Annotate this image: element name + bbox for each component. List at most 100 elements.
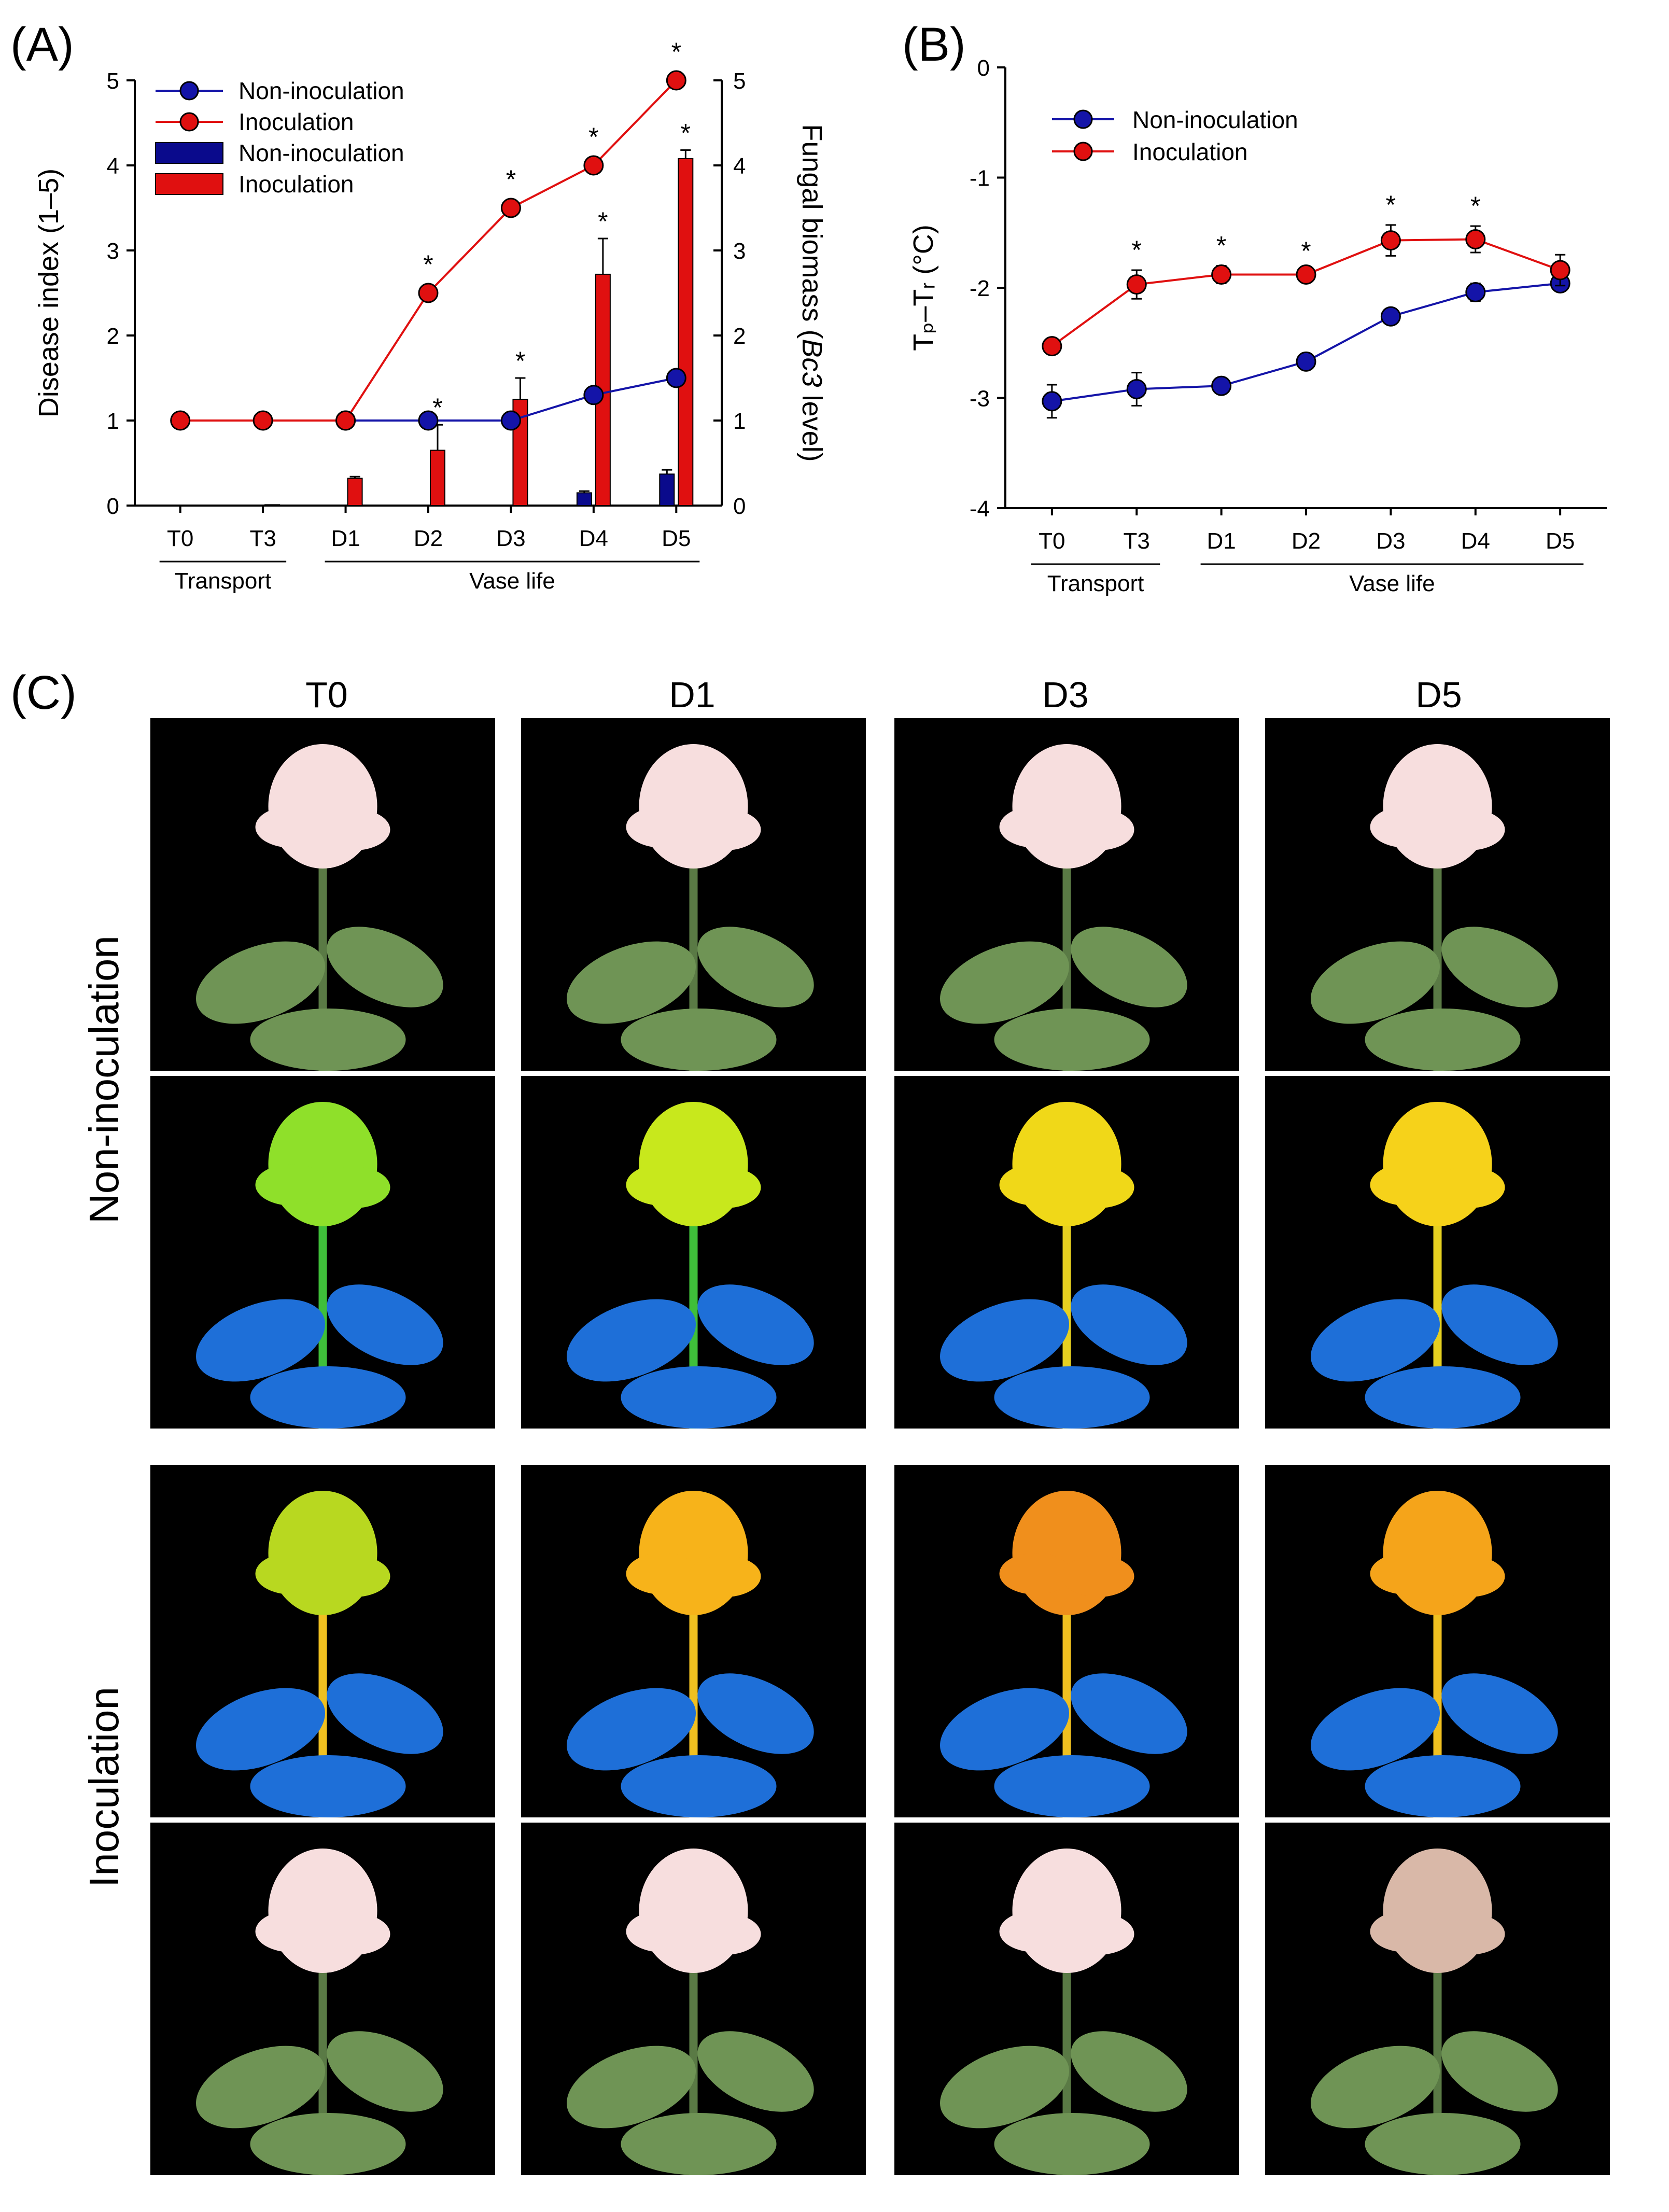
leaf <box>250 2113 406 2175</box>
significance-star: * <box>423 250 433 279</box>
leaf <box>196 1688 325 1771</box>
petal <box>1370 1553 1443 1594</box>
leaf <box>327 1284 443 1365</box>
x-tick-label: D2 <box>414 526 443 551</box>
panel-label-a: (A) <box>10 18 74 71</box>
y-tick-label-left: 2 <box>107 324 119 349</box>
petal <box>999 806 1072 848</box>
petal <box>255 806 328 848</box>
petal <box>1432 809 1505 850</box>
data-point <box>1296 264 1316 285</box>
leaf <box>1441 927 1558 1007</box>
leaf <box>940 1688 1069 1771</box>
chart-a: 0 1 2 3 4 5 0 1 2 3 4 5 T0 T3 D1 D2 D3 D4 D5 Disease index … <box>33 37 828 594</box>
leaf <box>327 2031 443 2112</box>
petal <box>1432 1913 1505 1955</box>
stem <box>318 822 327 1071</box>
significance-star: * <box>681 118 691 147</box>
leaf <box>1311 1688 1440 1771</box>
legend-marker <box>1073 142 1093 161</box>
petal <box>1061 1167 1134 1208</box>
bar <box>659 473 675 507</box>
rose-photo <box>150 1823 495 2175</box>
stem <box>1433 1180 1442 1429</box>
leaf <box>250 1009 406 1071</box>
leaf <box>1441 2031 1558 2112</box>
petal <box>1370 1164 1443 1206</box>
x-tick-label: T0 <box>167 526 193 551</box>
y-axis-label-right: Fungal biomass (Bc3 level) <box>796 124 828 461</box>
petal <box>626 1164 699 1206</box>
data-point <box>1296 351 1316 372</box>
significance-star: * <box>588 122 598 151</box>
legend-label: Non-inoculation <box>239 77 404 104</box>
x-tick-label: D4 <box>1461 528 1490 554</box>
petal <box>999 1164 1072 1206</box>
stem <box>1062 1569 1071 1817</box>
bar <box>264 504 280 506</box>
y-tick-label-left: 0 <box>107 494 119 519</box>
data-point <box>666 70 686 91</box>
leaf <box>1311 1299 1440 1382</box>
leaf <box>940 941 1069 1024</box>
rose-photo <box>521 1823 866 2175</box>
leaf <box>1071 927 1187 1007</box>
stem <box>1433 1926 1442 2175</box>
significance-star: * <box>1301 236 1311 265</box>
y-tick-label-left: 5 <box>107 68 119 94</box>
x-tick-label: D5 <box>1546 528 1575 554</box>
stem <box>318 1180 327 1429</box>
significance-star: * <box>432 393 442 422</box>
data-point <box>666 368 686 388</box>
petal <box>688 1167 761 1208</box>
leaf <box>940 1299 1069 1382</box>
petal <box>626 806 699 848</box>
bar <box>576 492 592 507</box>
data-point <box>583 385 604 405</box>
y-tick-label: 0 <box>977 55 990 81</box>
significance-star: * <box>506 165 516 194</box>
petal <box>255 1553 328 1594</box>
rose-photo <box>150 718 495 1071</box>
data-point <box>170 410 191 431</box>
y-tick-label: -4 <box>970 496 990 522</box>
rose-drawing <box>940 1849 1187 2175</box>
leaf <box>621 1009 777 1071</box>
rose-drawing <box>567 1491 814 1817</box>
y-tick-label-left: 4 <box>107 153 119 179</box>
data-point <box>1380 230 1401 251</box>
petal <box>1370 806 1443 848</box>
data-point <box>1550 260 1570 281</box>
leaf <box>994 2113 1150 2175</box>
group-label: Transport <box>1047 571 1144 596</box>
significance-star: * <box>1386 190 1396 219</box>
rose-thermal-image <box>894 1076 1239 1429</box>
leaf <box>621 2113 777 2175</box>
stem <box>689 822 698 1071</box>
data-point <box>500 410 521 431</box>
stem <box>1062 1180 1071 1429</box>
leaf <box>1441 1284 1558 1365</box>
data-point <box>500 198 521 218</box>
leaf <box>567 941 696 1024</box>
y-tick-label: -1 <box>970 166 990 191</box>
rose-thermal-image <box>1265 1465 1610 1817</box>
leaf <box>250 1366 406 1429</box>
data-point <box>1465 282 1486 302</box>
rose-drawing <box>567 1849 814 2175</box>
leaf <box>567 1299 696 1382</box>
leaf <box>1365 1755 1521 1817</box>
petal <box>1370 1911 1443 1952</box>
column-header-d1: D1 <box>669 675 716 715</box>
bar <box>430 450 445 507</box>
petal <box>317 1556 390 1597</box>
leaf <box>1365 1009 1521 1071</box>
leaf <box>196 1299 325 1382</box>
significance-star: * <box>598 207 608 236</box>
rose-drawing <box>1311 1491 1558 1817</box>
y-tick-label-right: 3 <box>733 239 746 264</box>
stem <box>689 1926 698 2175</box>
significance-star: * <box>1470 191 1480 220</box>
stem <box>318 1569 327 1817</box>
legend-label: Non-inoculation <box>1132 106 1298 133</box>
